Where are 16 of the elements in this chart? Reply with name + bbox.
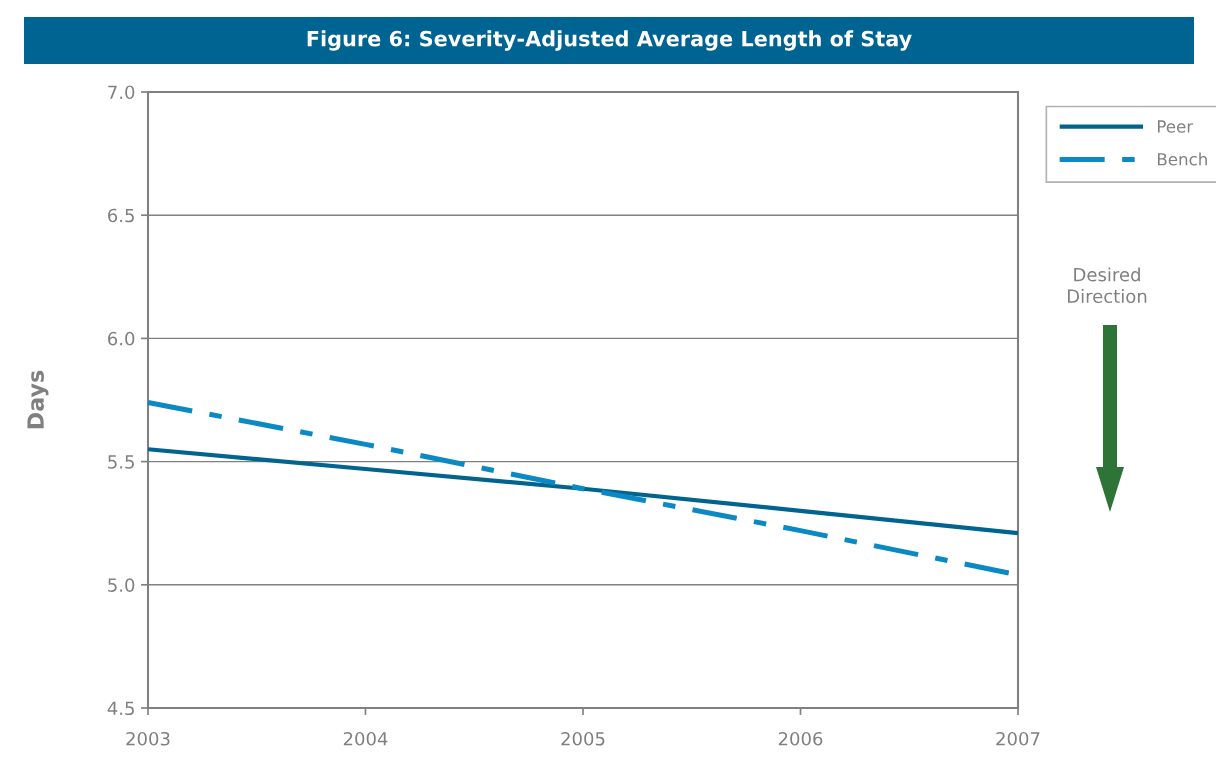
chart-title: Figure 6: Severity-Adjusted Average Length of Stay: [307, 30, 912, 51]
y-tick-label: 5.0: [108, 578, 135, 592]
y-tick-label: 6.0: [108, 331, 135, 346]
y-tick-label: 7.0: [108, 85, 135, 100]
x-tick-label: 2004: [343, 731, 388, 746]
text: Desired Direction: [1067, 267, 1147, 304]
x-tick-label: 2003: [126, 731, 170, 746]
y-axis-title: Days: [27, 370, 49, 429]
y-tick-label: 5.5: [108, 455, 134, 469]
y-tick-label: 6.5: [108, 208, 134, 223]
x-tick-label: 2007: [996, 731, 1040, 746]
legend-label: Peer: [1157, 120, 1194, 133]
x-tick-label: 2006: [778, 731, 823, 746]
x-tick-label: 2005: [561, 731, 605, 746]
legend-label: Bench: [1157, 152, 1207, 166]
y-tick-label: 4.5: [107, 701, 134, 716]
